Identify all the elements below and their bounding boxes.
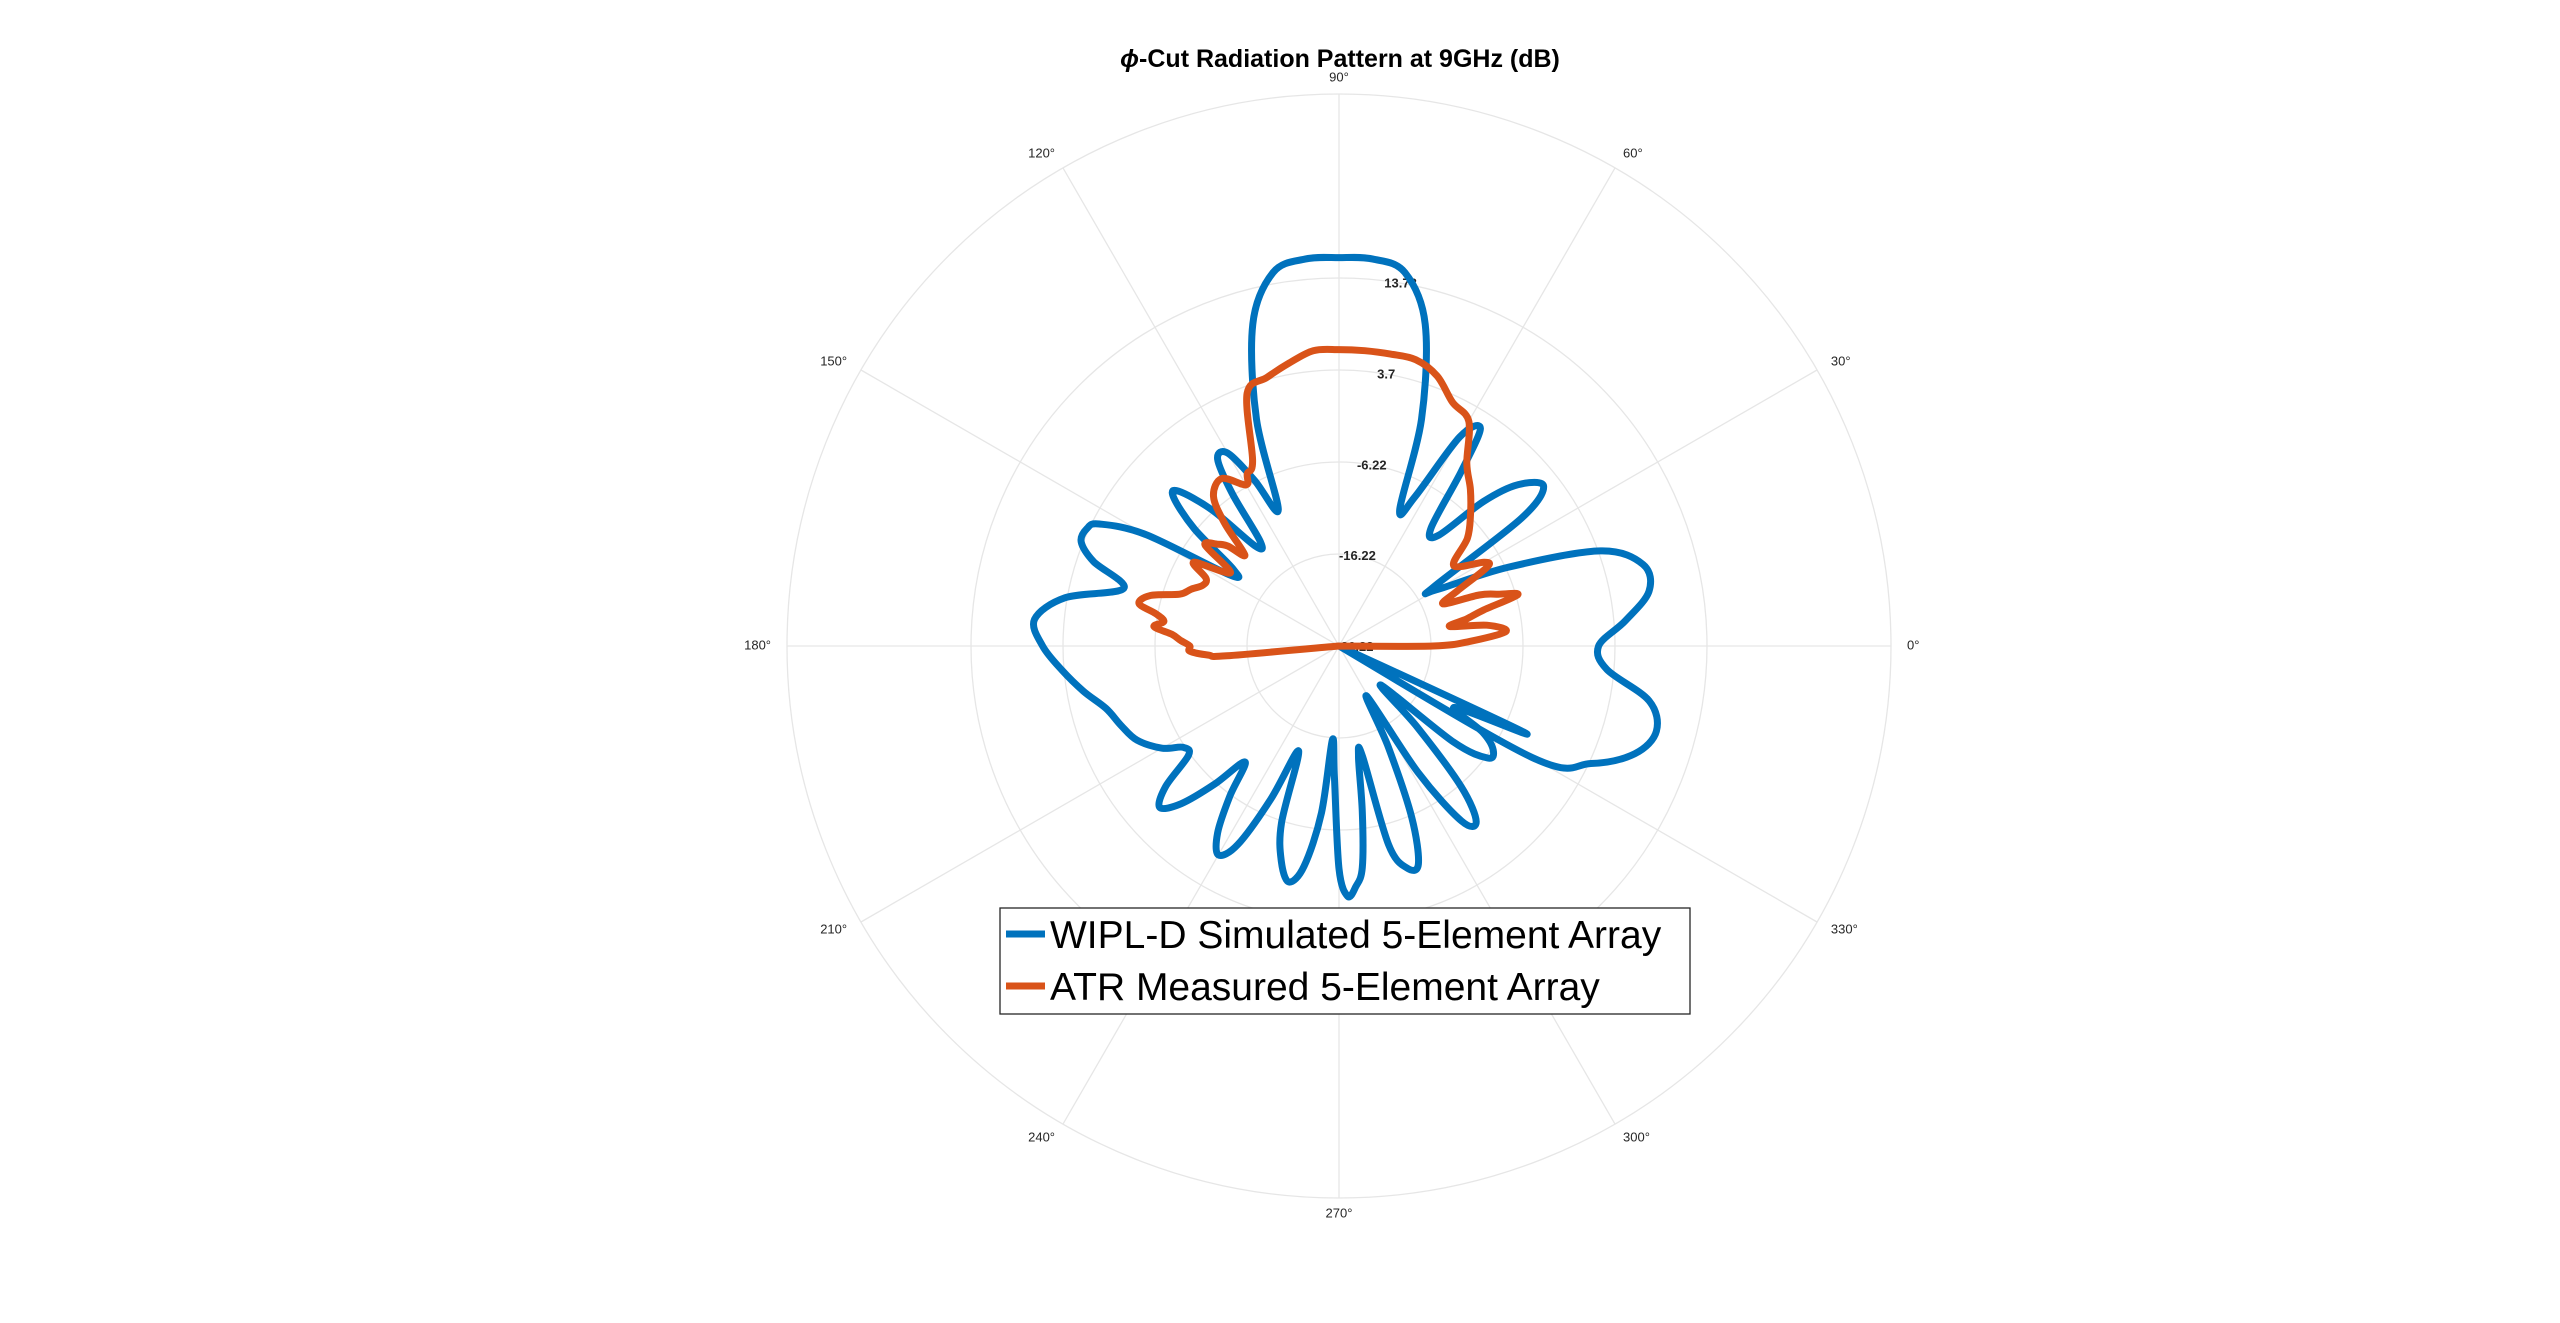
- theta-tick-label-240: 240°: [1028, 1129, 1055, 1144]
- grid-spoke-210: [860, 645, 1340, 923]
- theta-tick-label-180: 180°: [744, 637, 771, 652]
- title-phi-symbol: ϕ: [1120, 45, 1139, 73]
- theta-tick-label-30: 30°: [1831, 353, 1851, 368]
- r-tick-label-1: -16.22: [1339, 548, 1376, 563]
- theta-tick-label-330: 330°: [1831, 921, 1858, 936]
- r-tick-label-2: -6.22: [1357, 457, 1387, 472]
- theta-tick-label-150: 150°: [820, 353, 847, 368]
- series-measured-line: [1135, 345, 1522, 660]
- r-tick-label-3: 3.7: [1377, 366, 1395, 381]
- theta-tick-label-120: 120°: [1028, 146, 1055, 161]
- r-tick-labels: -26.22-16.22-6.223.713.78: [1337, 276, 1417, 654]
- theta-tick-label-270: 270°: [1326, 1205, 1353, 1220]
- theta-tick-label-90: 90°: [1329, 69, 1349, 84]
- legend-label-simulated: WIPL-D Simulated 5-Element Array: [1050, 914, 1662, 957]
- theta-tick-labels: 0° 30° 60° 90° 120° 150° 180° 210° 240° 270° 300° 3…: [744, 69, 1919, 1220]
- theta-tick-label-210: 210°: [820, 921, 847, 936]
- legend-label-measured: ATR Measured 5-Element Array: [1050, 966, 1600, 1009]
- theta-tick-label-0: 0°: [1907, 637, 1919, 652]
- chart-title: ϕ-Cut Radiation Pattern at 9GHz (dB): [1120, 45, 1560, 73]
- theta-tick-label-300: 300°: [1623, 1129, 1650, 1144]
- legend: WIPL-D Simulated 5-Element Array ATR Mea…: [999, 907, 1691, 1015]
- series-layer: [1030, 253, 1661, 901]
- theta-tick-label-60: 60°: [1623, 146, 1643, 161]
- grid-spoke-150: [860, 369, 1340, 647]
- grid-spoke-240: [1062, 645, 1340, 1125]
- title-text: -Cut Radiation Pattern at 9GHz (dB): [1139, 45, 1560, 73]
- series-simulated-line: [1030, 253, 1661, 901]
- grid-spoke-120: [1062, 167, 1340, 647]
- grid-spoke-60: [1338, 167, 1616, 647]
- grid-spoke-30: [1338, 369, 1818, 647]
- legend-box: [999, 907, 1691, 1015]
